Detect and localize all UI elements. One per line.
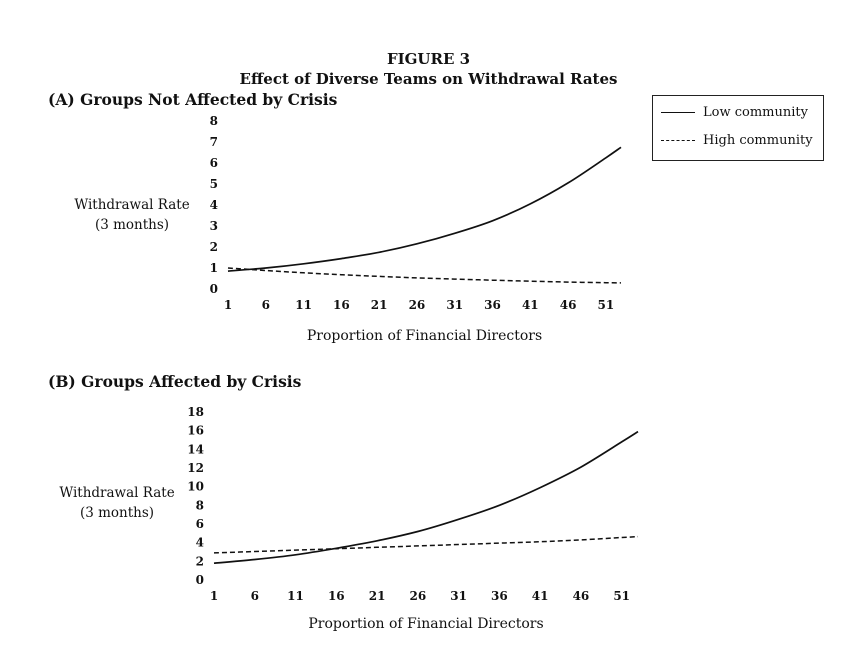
y-axis-label: (3 months) <box>80 505 154 521</box>
x-tick-label: 31 <box>446 298 463 312</box>
y-tick-label: 2 <box>210 240 218 254</box>
y-tick-label: 5 <box>210 177 218 191</box>
y-tick-label: 10 <box>187 480 204 494</box>
x-tick-label: 21 <box>369 589 386 603</box>
panel-b-title: (B) Groups Affected by Crisis <box>48 372 302 391</box>
x-tick-label: 36 <box>491 589 508 603</box>
y-tick-label: 12 <box>187 461 204 475</box>
legend-entry-high-community: High community <box>661 130 813 150</box>
x-tick-label: 26 <box>409 298 426 312</box>
panel-a-title: (A) Groups Not Affected by Crisis <box>48 90 338 109</box>
y-tick-label: 8 <box>210 114 218 128</box>
y-tick-label: 8 <box>196 498 204 512</box>
y-tick-label: 0 <box>196 573 204 587</box>
x-tick-label: 51 <box>598 298 615 312</box>
x-tick-label: 51 <box>613 589 630 603</box>
y-tick-label: 6 <box>196 517 204 531</box>
x-tick-label: 41 <box>532 589 549 603</box>
y-tick-label: 2 <box>196 554 204 568</box>
y-tick-label: 0 <box>210 282 218 296</box>
x-tick-label: 46 <box>560 298 577 312</box>
legend-label: Low community <box>703 104 808 120</box>
y-tick-label: 7 <box>210 135 218 149</box>
legend-entry-low-community: Low community <box>661 102 808 122</box>
series-line-low-community-b <box>213 430 639 565</box>
x-tick-label: 6 <box>262 298 270 312</box>
figure-number: FIGURE 3 <box>386 50 471 68</box>
x-tick-label: 41 <box>522 298 539 312</box>
x-tick-label: 21 <box>371 298 388 312</box>
series-line-high-community-a <box>227 267 622 284</box>
legend: Low community High community <box>652 95 824 161</box>
series-line-high-community-b <box>213 535 639 554</box>
legend-label: High community <box>703 132 813 148</box>
y-tick-label: 18 <box>187 405 204 419</box>
solid-line-swatch-icon <box>661 111 695 113</box>
y-tick-label: 1 <box>210 261 218 275</box>
x-tick-label: 46 <box>573 589 590 603</box>
x-tick-label: 36 <box>484 298 501 312</box>
x-tick-label: 11 <box>295 298 312 312</box>
x-tick-label: 11 <box>287 589 304 603</box>
figure-title: Effect of Diverse Teams on Withdrawal Ra… <box>239 70 618 88</box>
x-tick-label: 16 <box>333 298 350 312</box>
y-tick-label: 16 <box>187 424 204 438</box>
x-tick-label: 1 <box>210 589 218 603</box>
x-tick-label: 6 <box>251 589 259 603</box>
y-tick-label: 6 <box>210 156 218 170</box>
x-tick-label: 26 <box>409 589 426 603</box>
y-tick-label: 14 <box>187 442 204 456</box>
y-tick-label: 4 <box>210 198 218 212</box>
x-tick-label: 1 <box>224 298 232 312</box>
y-axis-label: Withdrawal Rate <box>59 485 174 501</box>
series-line-low-community-a <box>227 146 622 272</box>
x-axis-label: Proportion of Financial Directors <box>308 616 543 632</box>
x-tick-label: 16 <box>328 589 345 603</box>
y-tick-label: 4 <box>196 536 204 550</box>
y-tick-label: 3 <box>210 219 218 233</box>
x-tick-label: 31 <box>450 589 467 603</box>
x-axis-label: Proportion of Financial Directors <box>307 328 542 344</box>
y-axis-label: (3 months) <box>95 217 169 233</box>
y-axis-label: Withdrawal Rate <box>74 197 189 213</box>
dashed-line-swatch-icon <box>661 139 695 141</box>
